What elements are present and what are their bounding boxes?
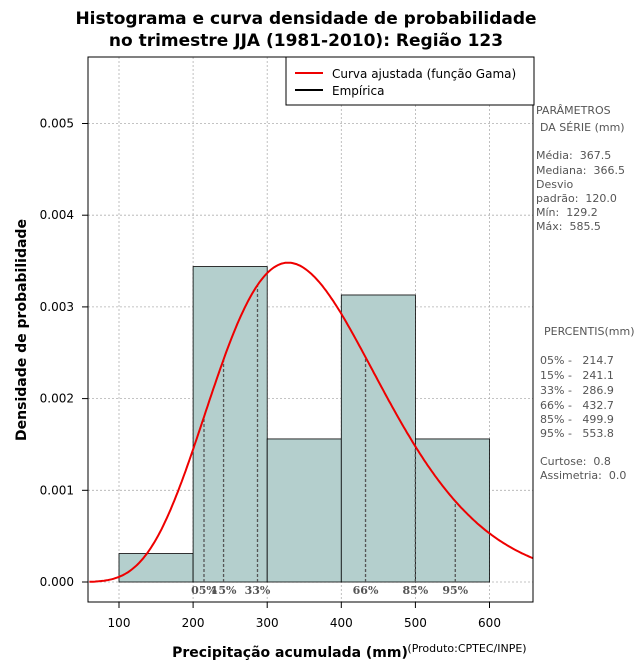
percentis-title: PERCENTIS(mm) — [544, 325, 635, 338]
percentile-label: 05% — [191, 584, 217, 597]
stat-media: Média: 367.5 — [536, 149, 612, 162]
stat-p95: 95% - 553.8 — [540, 427, 614, 440]
histogram-bars — [118, 266, 490, 583]
stat-p33: 33% - 286.9 — [540, 384, 614, 397]
x-tick-label: 100 — [108, 616, 131, 630]
x-tick-label: 300 — [256, 616, 279, 630]
x-tick-label: 200 — [182, 616, 205, 630]
percentile-label: 15% — [211, 584, 237, 597]
stat-p05: 05% - 214.7 — [540, 354, 614, 367]
legend-empirical-label: Empírica — [332, 84, 384, 98]
stat-p66: 66% - 432.7 — [540, 399, 614, 412]
y-tick-label: 0.000 — [40, 575, 74, 589]
histogram-bar — [118, 553, 194, 583]
x-axis: 100 200 300 400 500 600 — [108, 602, 501, 630]
percentile-label: 33% — [245, 584, 271, 597]
y-tick-label: 0.004 — [40, 208, 74, 222]
x-tick-label: 400 — [330, 616, 353, 630]
y-tick-label: 0.005 — [40, 117, 74, 131]
stat-p15: 15% - 241.1 — [540, 369, 614, 382]
stat-curtose: Curtose: 0.8 — [540, 455, 611, 468]
stat-assimetria: Assimetria: 0.0 — [540, 469, 627, 482]
y-axis-label: Densidade de probabilidade — [14, 219, 30, 441]
legend-curve-label: Curva ajustada (função Gama) — [332, 67, 516, 81]
x-tick-label: 500 — [404, 616, 427, 630]
fitted-curve — [89, 261, 534, 583]
percentile-label: 85% — [402, 584, 428, 597]
legend-box — [285, 56, 535, 106]
y-tick-label: 0.002 — [40, 392, 74, 406]
stat-min: Mín: 129.2 — [536, 206, 598, 219]
percentile-lines: 05%15% 33% 66% 85% 95% — [191, 285, 469, 597]
params-title-1: PARÂMETROS — [536, 104, 611, 117]
x-axis-label: Precipitação acumulada (mm) — [172, 645, 408, 660]
legend: Curva ajustada (função Gama) Empírica — [285, 56, 535, 106]
histogram-bar — [266, 438, 342, 583]
y-tick-label: 0.003 — [40, 300, 74, 314]
histogram-bar — [414, 438, 490, 583]
stat-desvio-2: padrão: 120.0 — [536, 192, 617, 205]
fitted-curve-line — [89, 261, 534, 583]
y-axis: 0.000 0.001 0.002 0.003 0.004 0.005 — [40, 117, 88, 589]
stat-max: Máx: 585.5 — [536, 220, 601, 233]
y-tick-label: 0.001 — [40, 483, 74, 497]
histogram-bar — [340, 294, 416, 583]
stat-desvio-1: Desvio — [536, 178, 574, 191]
percentile-label: 95% — [442, 584, 468, 597]
stat-p85: 85% - 499.9 — [540, 413, 614, 426]
histogram-bar — [192, 266, 268, 583]
x-tick-label: 600 — [478, 616, 501, 630]
stat-mediana: Mediana: 366.5 — [536, 164, 625, 177]
params-title-2: DA SÉRIE (mm) — [540, 121, 625, 134]
chart-subtitle: no trimestre JJA (1981-2010): Região 123 — [109, 31, 503, 51]
percentile-label: 66% — [353, 584, 379, 597]
chart-title: Histograma e curva densidade de probabil… — [75, 9, 536, 29]
credit-label: (Produto:CPTEC/INPE) — [407, 642, 526, 655]
